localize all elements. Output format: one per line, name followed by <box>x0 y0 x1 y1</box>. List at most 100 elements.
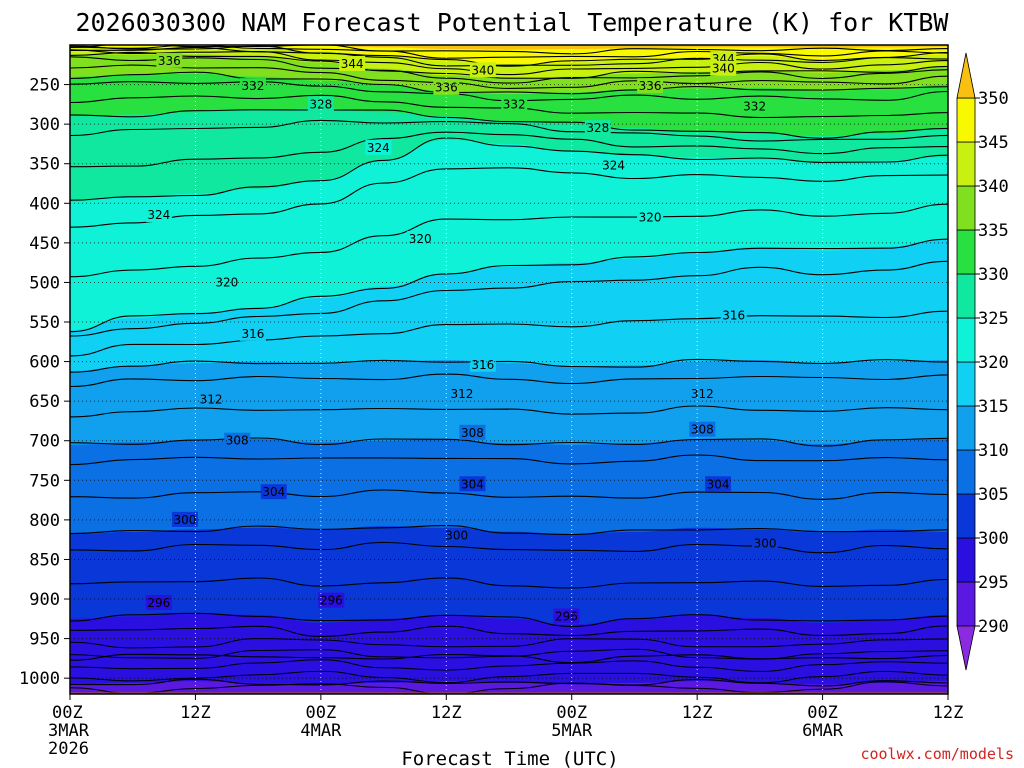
contour-label-text: 324 <box>367 141 390 155</box>
colorbar-segment <box>956 317 976 363</box>
contour-label-316: 316 <box>469 356 496 372</box>
colorbar-segment <box>956 537 976 583</box>
contour-label-308: 308 <box>689 421 716 437</box>
x-date-label: 3MAR <box>48 721 90 741</box>
y-tick-label: 800 <box>29 511 60 531</box>
contour-label-bg <box>239 78 266 94</box>
isentrope-line <box>70 405 948 418</box>
contour-label-312: 312 <box>448 386 475 402</box>
isentrope-line <box>70 437 948 447</box>
contour-label-text: 316 <box>471 358 494 372</box>
contour-label-bg <box>600 157 627 173</box>
contour-label-bg <box>407 230 434 246</box>
contour-label-text: 336 <box>158 54 181 68</box>
x-tick-label: 12Z <box>682 703 713 723</box>
y-tick-label: 450 <box>29 234 60 254</box>
colorbar-label: 320 <box>978 353 1009 373</box>
contour-label-308: 308 <box>224 432 251 448</box>
x-axis-title: Forecast Time (UTC) <box>401 748 618 768</box>
colorbar-label: 310 <box>978 441 1009 461</box>
contour-label-300: 300 <box>443 527 470 543</box>
y-tick-label: 850 <box>29 550 60 570</box>
isentrope-line <box>70 310 948 357</box>
contour-label-344: 344 <box>339 55 366 71</box>
contour-label-bg <box>224 432 251 448</box>
y-tick-label: 700 <box>29 432 60 452</box>
contour-label-304: 304 <box>705 476 732 492</box>
contour-label-text: 312 <box>451 387 474 401</box>
contour-label-bg <box>741 98 768 114</box>
contour-label-text: 324 <box>147 208 170 222</box>
colorbar-label: 350 <box>978 89 1009 109</box>
x-tick-label: 00Z <box>305 703 336 723</box>
contour-label-320: 320 <box>407 230 434 246</box>
contour-label-300: 300 <box>752 535 779 551</box>
isentrope-line <box>70 373 948 388</box>
contour-label-text: 296 <box>555 609 578 623</box>
contour-label-text: 300 <box>754 537 777 551</box>
colorbar-bottom-arrow <box>956 625 976 671</box>
colorbar-segment <box>956 229 976 275</box>
contour-label-bg <box>637 78 664 94</box>
near-surface-line <box>70 648 948 660</box>
contour-label-296: 296 <box>553 608 580 624</box>
contour-label-text: 340 <box>471 63 494 77</box>
contour-label-336: 336 <box>637 78 664 94</box>
contour-label-text: 328 <box>586 121 609 135</box>
contour-label-text: 344 <box>341 57 364 71</box>
y-tick-label: 250 <box>29 76 60 96</box>
isentrope-line <box>70 577 948 589</box>
y-tick-label: 550 <box>29 313 60 333</box>
contour-label-text: 336 <box>639 79 662 93</box>
contour-label-bg <box>318 592 345 608</box>
isentrope-line <box>70 525 948 536</box>
contour-label-300: 300 <box>171 511 198 527</box>
contour-label-bg <box>145 594 172 610</box>
isentrope-line <box>70 51 948 79</box>
contour-label-324: 324 <box>145 207 172 223</box>
colorbar-segment <box>956 449 976 495</box>
colorbar-segment <box>956 185 976 231</box>
contour-label-bg <box>145 207 172 223</box>
y-tick-label: 950 <box>29 630 60 650</box>
contour-label-bg <box>448 386 475 402</box>
contour-label-bg <box>339 55 366 71</box>
x-tick-label: 12Z <box>431 703 462 723</box>
contour-label-324: 324 <box>600 157 627 173</box>
colorbar-label: 295 <box>978 573 1009 593</box>
contour-label-332: 332 <box>239 78 266 94</box>
x-year-label: 2026 <box>48 739 89 759</box>
isentrope-line <box>70 203 948 278</box>
isentrope-line <box>70 358 948 373</box>
y-tick-label: 350 <box>29 155 60 175</box>
contour-label-text: 340 <box>712 62 735 76</box>
y-tick-label: 500 <box>29 273 60 293</box>
isentrope-line <box>70 541 948 554</box>
contour-label-text: 312 <box>200 393 223 407</box>
contour-label-text: 336 <box>435 81 458 95</box>
colorbar-label: 305 <box>978 485 1009 505</box>
isentrope-line <box>70 109 948 139</box>
contour-label-text: 300 <box>445 529 468 543</box>
isentrope-line <box>70 49 948 76</box>
contour-label-304: 304 <box>459 476 486 492</box>
contour-label-bg <box>705 476 732 492</box>
y-tick-label: 750 <box>29 471 60 491</box>
contour-label-bg <box>433 79 460 95</box>
contour-label-328: 328 <box>584 120 611 136</box>
contour-label-text: 308 <box>691 423 714 437</box>
contour-label-bg <box>443 527 470 543</box>
contour-label-bg <box>307 96 334 112</box>
near-surface-line <box>70 659 948 672</box>
contour-label-text: 332 <box>503 97 526 111</box>
colorbar-segment <box>956 141 976 187</box>
colorbar-label: 330 <box>978 265 1009 285</box>
contour-label-332: 332 <box>741 98 768 114</box>
colorbar-top-arrow <box>956 52 976 99</box>
chart-title: 2026030300 NAM Forecast Potential Temper… <box>76 8 950 37</box>
credit-link[interactable]: coolwx.com/models <box>860 745 1014 763</box>
contour-label-text: 332 <box>743 100 766 114</box>
contour-label-bg <box>584 120 611 136</box>
isentrope-line <box>70 137 948 201</box>
